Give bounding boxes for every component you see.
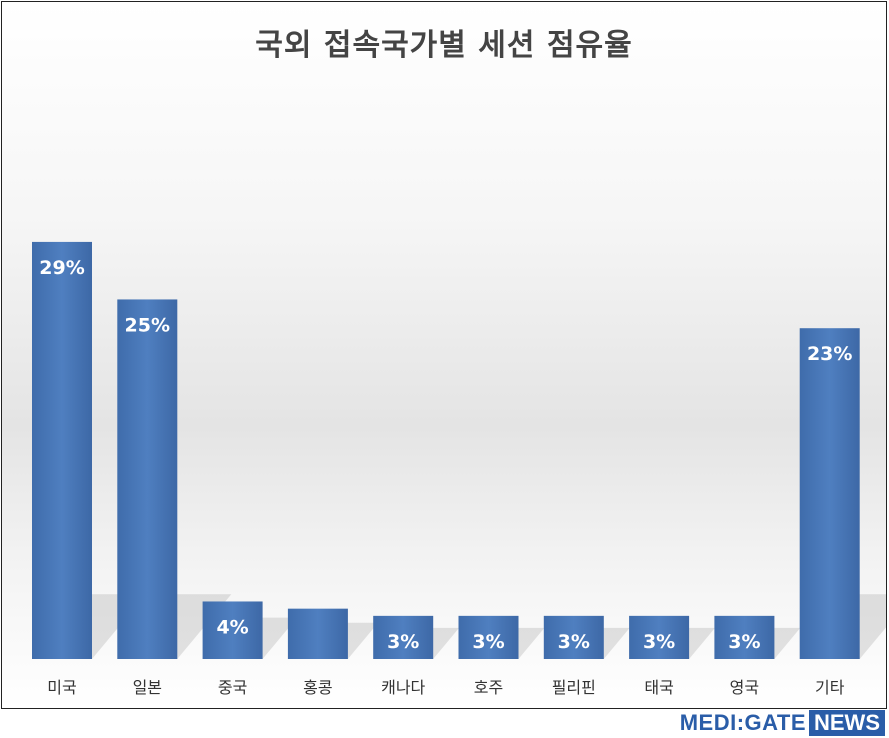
bar-필리핀 bbox=[543, 615, 604, 659]
bar-일본 bbox=[117, 299, 178, 659]
x-tick-label: 미국 bbox=[47, 678, 76, 697]
x-tick-label: 호주 bbox=[474, 678, 503, 697]
x-tick-label: 기타 bbox=[815, 678, 845, 697]
bar-영국 bbox=[714, 615, 775, 659]
bar-홍콩 bbox=[287, 608, 348, 659]
bar-호주 bbox=[458, 615, 519, 659]
x-tick-label: 중국 bbox=[218, 678, 247, 697]
bar-미국 bbox=[32, 241, 92, 660]
data-label: 3% bbox=[387, 631, 419, 653]
bar-태국 bbox=[629, 615, 690, 659]
x-tick-label: 홍콩 bbox=[303, 678, 332, 697]
data-label: 3% bbox=[558, 631, 590, 653]
chart-frame: 국외 접속국가별 세션 점유율 29% 미국 25% 일본 4% 중국 홍콩 3% 캐나다 3% 호… bbox=[1, 1, 887, 709]
data-label: 25% bbox=[125, 314, 170, 336]
chart-title: 국외 접속국가별 세션 점유율 bbox=[255, 28, 633, 63]
logo-news-text: NEWS bbox=[809, 710, 885, 736]
data-label: 29% bbox=[39, 257, 84, 279]
x-tick-label: 일본 bbox=[133, 678, 162, 697]
data-label: 23% bbox=[807, 343, 852, 365]
logo-medigate-text: MEDI:GATE bbox=[679, 710, 806, 735]
data-label: 3% bbox=[728, 631, 760, 653]
x-tick-label: 캐나다 bbox=[381, 678, 425, 697]
data-label: 3% bbox=[643, 631, 675, 653]
x-tick-label: 영국 bbox=[730, 678, 759, 697]
bar-캐나다 bbox=[373, 615, 434, 659]
x-tick-label: 태국 bbox=[644, 678, 673, 697]
bar-chart: 29% 미국 25% 일본 4% 중국 홍콩 3% 캐나다 3% 호주 3% 필리핀 3% 태국 3% 영국 23… bbox=[32, 241, 886, 697]
bar-기타 bbox=[799, 328, 860, 659]
data-label: 3% bbox=[472, 631, 504, 653]
bar-중국 bbox=[202, 601, 263, 659]
medigate-news-logo: MEDI:GATE NEWS bbox=[680, 710, 885, 736]
x-tick-label: 필리핀 bbox=[552, 678, 596, 697]
data-label: 4% bbox=[216, 616, 248, 638]
